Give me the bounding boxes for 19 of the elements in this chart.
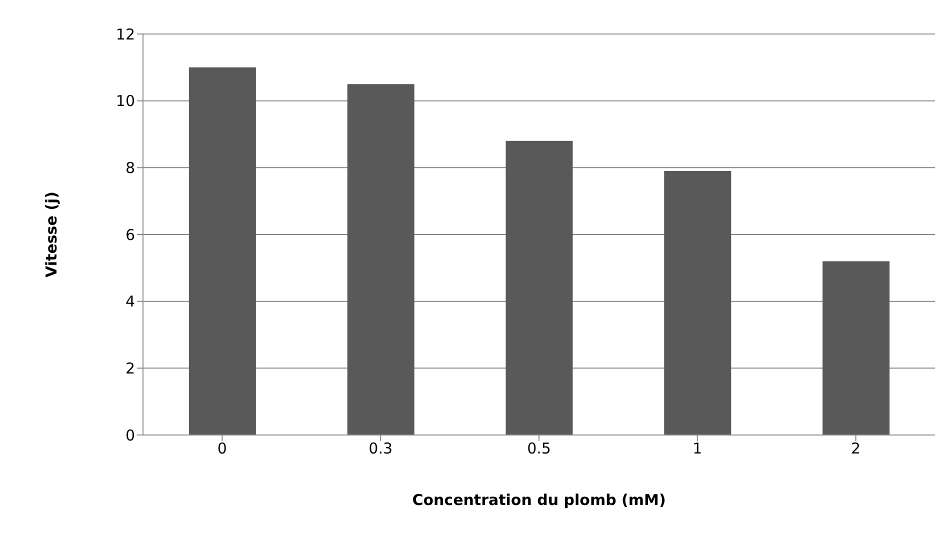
x-tick-label: 1 [692,440,702,458]
x-tick-label: 0.3 [368,440,393,458]
x-tick-label: 0.5 [527,440,551,458]
bar [188,67,256,435]
x-tick-label: 2 [851,440,861,458]
y-tick-label: 0 [125,426,135,444]
bar [506,140,573,435]
bar [347,84,414,435]
x-axis-title: Concentration du plomb (mM) [412,491,666,509]
y-tick-label: 12 [116,25,135,44]
y-axis-title: Vitesse (j) [42,192,60,278]
x-tick-label: 0 [217,440,227,458]
y-tick-label: 8 [125,158,135,177]
y-tick-label: 6 [125,226,135,244]
y-tick-label: 2 [125,359,135,378]
y-tick-label: 10 [116,92,135,110]
bar [664,171,732,435]
y-tick-label: 4 [125,292,135,311]
bar [822,261,890,435]
